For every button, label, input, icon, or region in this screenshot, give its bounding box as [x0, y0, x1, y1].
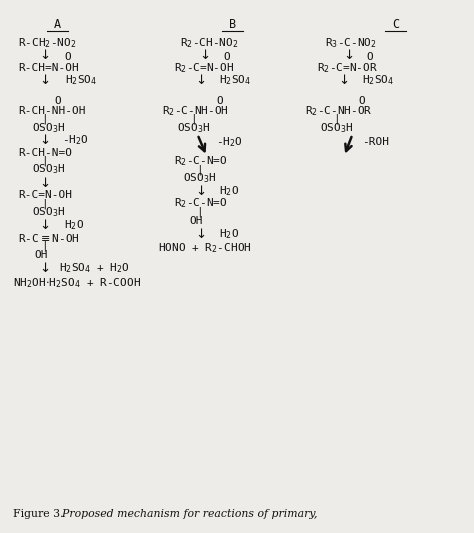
Text: O: O — [223, 52, 230, 62]
Text: R$_2$-C=N-OH: R$_2$-C=N-OH — [174, 61, 234, 75]
Text: OH: OH — [189, 216, 202, 226]
Text: $\downarrow$: $\downarrow$ — [37, 261, 50, 275]
Text: |: | — [41, 241, 48, 251]
Text: O: O — [55, 96, 61, 106]
Text: |: | — [41, 156, 48, 166]
Text: O: O — [216, 96, 223, 106]
Text: |: | — [41, 198, 48, 209]
Text: |: | — [191, 114, 197, 124]
Text: Proposed mechanism for reactions of primary,: Proposed mechanism for reactions of prim… — [55, 509, 318, 519]
Text: $\downarrow$: $\downarrow$ — [193, 72, 206, 87]
Text: OSO$_3$H: OSO$_3$H — [32, 163, 65, 176]
Text: A: A — [54, 18, 61, 30]
Text: OSO$_3$H: OSO$_3$H — [32, 121, 65, 135]
Text: |: | — [41, 114, 48, 124]
Text: R-C=N-OH: R-C=N-OH — [18, 190, 72, 200]
Text: OSO$_3$H: OSO$_3$H — [320, 121, 353, 135]
Text: -H$_2$O: -H$_2$O — [216, 135, 243, 149]
Text: HONO + R$_2$-CHOH: HONO + R$_2$-CHOH — [158, 241, 252, 255]
Text: R$_2$-C=N-OR: R$_2$-C=N-OR — [317, 61, 378, 75]
Text: R$_2$-C-NH-OH: R$_2$-C-NH-OH — [163, 104, 229, 118]
Text: $\downarrow$: $\downarrow$ — [197, 48, 210, 62]
Text: $\downarrow$: $\downarrow$ — [336, 72, 349, 87]
Text: Figure 3.: Figure 3. — [12, 509, 63, 519]
Text: R-CH$_2$-NO$_2$: R-CH$_2$-NO$_2$ — [18, 36, 77, 50]
Text: |: | — [197, 165, 203, 175]
Text: $\downarrow$: $\downarrow$ — [37, 72, 50, 87]
Text: H$_2$SO$_4$: H$_2$SO$_4$ — [362, 73, 394, 87]
Text: |: | — [333, 114, 340, 124]
Text: OSO$_3$H: OSO$_3$H — [32, 206, 65, 220]
Text: OH: OH — [34, 250, 47, 260]
Text: $\downarrow$: $\downarrow$ — [37, 218, 50, 232]
Text: $\downarrow$: $\downarrow$ — [37, 175, 50, 190]
Text: R$_3$-C-NO$_2$: R$_3$-C-NO$_2$ — [326, 36, 377, 50]
Text: H$_2$O: H$_2$O — [64, 218, 84, 232]
Text: R$_2$-CH-NO$_2$: R$_2$-CH-NO$_2$ — [180, 36, 239, 50]
Text: $\downarrow$: $\downarrow$ — [193, 184, 206, 198]
Text: O: O — [65, 52, 72, 62]
Text: -H$_2$O: -H$_2$O — [63, 133, 89, 147]
Text: H$_2$SO$_4$: H$_2$SO$_4$ — [219, 73, 251, 87]
Text: H$_2$O: H$_2$O — [219, 227, 239, 241]
Text: B: B — [229, 18, 236, 30]
Text: R-C$\equiv$N-OH: R-C$\equiv$N-OH — [18, 232, 80, 244]
Text: $\downarrow$: $\downarrow$ — [193, 227, 206, 241]
Text: H$_2$SO$_4$ + H$_2$O: H$_2$SO$_4$ + H$_2$O — [59, 261, 130, 275]
Text: R-CH-N=O: R-CH-N=O — [18, 148, 72, 158]
Text: -ROH: -ROH — [362, 137, 389, 147]
Text: H$_2$SO$_4$: H$_2$SO$_4$ — [65, 73, 97, 87]
Text: R$_2$-C-N=O: R$_2$-C-N=O — [174, 155, 228, 168]
Text: OSO$_3$H: OSO$_3$H — [177, 121, 211, 135]
Text: R-CH=N-OH: R-CH=N-OH — [18, 63, 79, 72]
Text: NH$_2$OH$\cdot$H$_2$SO$_4$ + R-COOH: NH$_2$OH$\cdot$H$_2$SO$_4$ + R-COOH — [12, 277, 141, 290]
Text: |: | — [197, 207, 203, 217]
Text: OSO$_3$H: OSO$_3$H — [183, 172, 216, 185]
Text: H$_2$O: H$_2$O — [219, 184, 239, 198]
Text: O: O — [358, 96, 365, 106]
Text: $\downarrow$: $\downarrow$ — [37, 48, 50, 62]
Text: C: C — [392, 18, 399, 30]
Text: R-CH-NH-OH: R-CH-NH-OH — [18, 106, 86, 116]
Text: R$_2$-C-NH-OR: R$_2$-C-NH-OR — [304, 104, 372, 118]
Text: O: O — [366, 52, 373, 62]
Text: $\downarrow$: $\downarrow$ — [37, 133, 50, 147]
Text: $\downarrow$: $\downarrow$ — [341, 48, 354, 62]
Text: R$_2$-C-N=O: R$_2$-C-N=O — [174, 197, 228, 211]
